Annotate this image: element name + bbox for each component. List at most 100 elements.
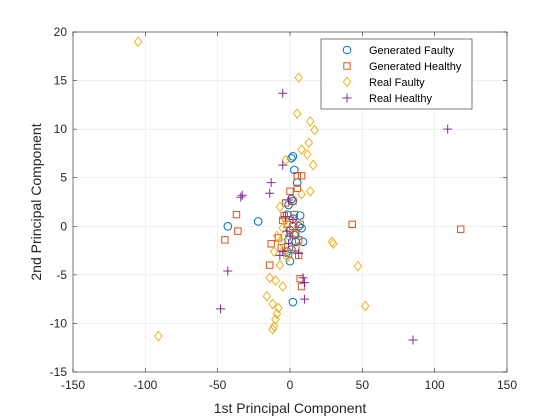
data-point-generated-healthy <box>232 210 241 219</box>
data-point-generated-healthy <box>234 227 242 235</box>
data-point-generated-faulty <box>294 221 303 231</box>
x-tick-label: 100 <box>425 378 445 392</box>
y-tick-label: -15 <box>50 365 68 379</box>
data-point-real-faulty <box>272 230 282 242</box>
y-tick-label: -5 <box>56 268 67 282</box>
data-point-real-faulty <box>305 115 315 127</box>
x-tick-label: -150 <box>61 378 85 392</box>
data-point-real-faulty <box>310 124 319 136</box>
series-real-healthy <box>216 88 453 345</box>
legend-label-real-faulty: Real Faulty <box>369 77 425 89</box>
data-point-real-faulty <box>297 188 306 200</box>
data-point-real-healthy <box>275 250 285 260</box>
data-point-generated-faulty <box>223 221 233 231</box>
data-point-real-healthy <box>285 231 295 241</box>
x-tick-label: 0 <box>287 378 294 392</box>
data-point-real-healthy <box>294 248 304 258</box>
data-point-real-healthy <box>216 304 226 314</box>
data-point-generated-healthy <box>293 172 301 180</box>
data-point-generated-faulty <box>295 211 305 220</box>
legend: Generated Faulty Generated Healthy Real Fa… <box>320 38 473 110</box>
y-tick-label: 20 <box>54 25 68 39</box>
data-point-generated-healthy <box>290 210 299 219</box>
data-point-real-healthy <box>237 190 247 200</box>
data-point-real-faulty <box>278 222 288 234</box>
data-point-generated-healthy <box>267 240 275 248</box>
data-point-real-healthy <box>282 226 292 236</box>
data-point-real-faulty <box>271 275 280 287</box>
y-tick-label: 5 <box>60 171 67 185</box>
legend-marker-generated-healthy <box>343 62 351 70</box>
data-point-generated-healthy <box>457 225 465 233</box>
data-point-real-faulty <box>279 244 289 256</box>
data-point-generated-healthy <box>293 184 301 193</box>
data-point-real-faulty <box>308 159 318 171</box>
data-point-real-faulty <box>268 298 277 310</box>
data-point-generated-healthy <box>292 243 300 252</box>
data-points <box>133 36 465 345</box>
data-point-real-healthy <box>223 266 233 276</box>
data-point-real-faulty <box>360 300 370 312</box>
data-point-real-healthy <box>278 88 288 98</box>
data-point-real-faulty <box>272 308 282 320</box>
data-point-real-faulty <box>269 320 279 332</box>
y-tick-label: 15 <box>54 74 68 88</box>
data-point-real-faulty <box>262 290 272 302</box>
legend-label-real-healthy: Real Healthy <box>369 93 432 105</box>
legend-marker-real-healthy <box>342 93 352 103</box>
data-point-real-faulty <box>278 281 288 292</box>
y-tick-label: -10 <box>50 316 68 330</box>
data-point-real-healthy <box>298 273 308 283</box>
legend-marker-real-faulty <box>342 76 352 88</box>
data-point-generated-healthy <box>280 211 288 220</box>
x-tick-label: 50 <box>356 378 370 392</box>
data-point-real-healthy <box>284 239 294 249</box>
x-tick-label: -100 <box>133 378 157 392</box>
x-tick-label: 150 <box>497 378 517 392</box>
data-point-real-healthy <box>299 278 309 288</box>
y-tick-label: 0 <box>60 219 67 233</box>
data-point-real-faulty <box>292 108 302 120</box>
y-tick-label: 10 <box>54 122 68 136</box>
data-point-real-faulty <box>154 330 163 342</box>
data-point-generated-healthy <box>266 261 274 269</box>
legend-marker-generated-faulty <box>342 45 352 55</box>
data-point-real-faulty <box>303 148 312 160</box>
data-point-generated-healthy <box>348 220 356 229</box>
data-point-real-faulty <box>329 238 338 250</box>
legend-label-generated-faulty: Generated Faulty <box>369 45 454 57</box>
data-point-real-faulty <box>294 72 304 84</box>
y-axis-title: 2nd Principal Component <box>28 123 44 280</box>
series-generated-healthy <box>221 172 465 291</box>
data-point-generated-faulty <box>288 297 298 307</box>
data-point-real-healthy <box>443 124 453 134</box>
data-point-generated-faulty <box>253 217 263 226</box>
data-point-generated-healthy <box>297 172 306 180</box>
data-point-real-faulty <box>304 137 314 149</box>
data-point-real-faulty <box>275 259 285 271</box>
data-point-generated-healthy <box>296 220 304 229</box>
data-point-real-faulty <box>353 260 363 272</box>
data-point-real-healthy <box>299 294 309 304</box>
data-point-real-faulty <box>274 302 283 314</box>
data-point-real-faulty <box>133 36 143 48</box>
data-point-real-faulty <box>276 236 286 248</box>
legend-label-generated-healthy: Generated Healthy <box>369 61 462 73</box>
data-point-generated-faulty <box>298 237 308 247</box>
data-point-real-faulty <box>269 246 279 257</box>
data-point-generated-healthy <box>294 236 303 244</box>
data-point-generated-healthy <box>286 187 294 196</box>
data-point-real-healthy <box>265 188 275 198</box>
data-point-real-healthy <box>278 160 288 170</box>
data-point-real-faulty <box>297 144 306 155</box>
data-point-generated-faulty <box>297 223 306 233</box>
data-point-real-faulty <box>265 272 275 284</box>
data-point-real-faulty <box>305 185 315 197</box>
data-point-real-faulty <box>275 201 285 213</box>
legend-box <box>320 38 473 110</box>
data-point-generated-faulty <box>288 152 298 161</box>
x-tick-label: -50 <box>209 378 227 392</box>
data-point-real-healthy <box>284 195 294 205</box>
